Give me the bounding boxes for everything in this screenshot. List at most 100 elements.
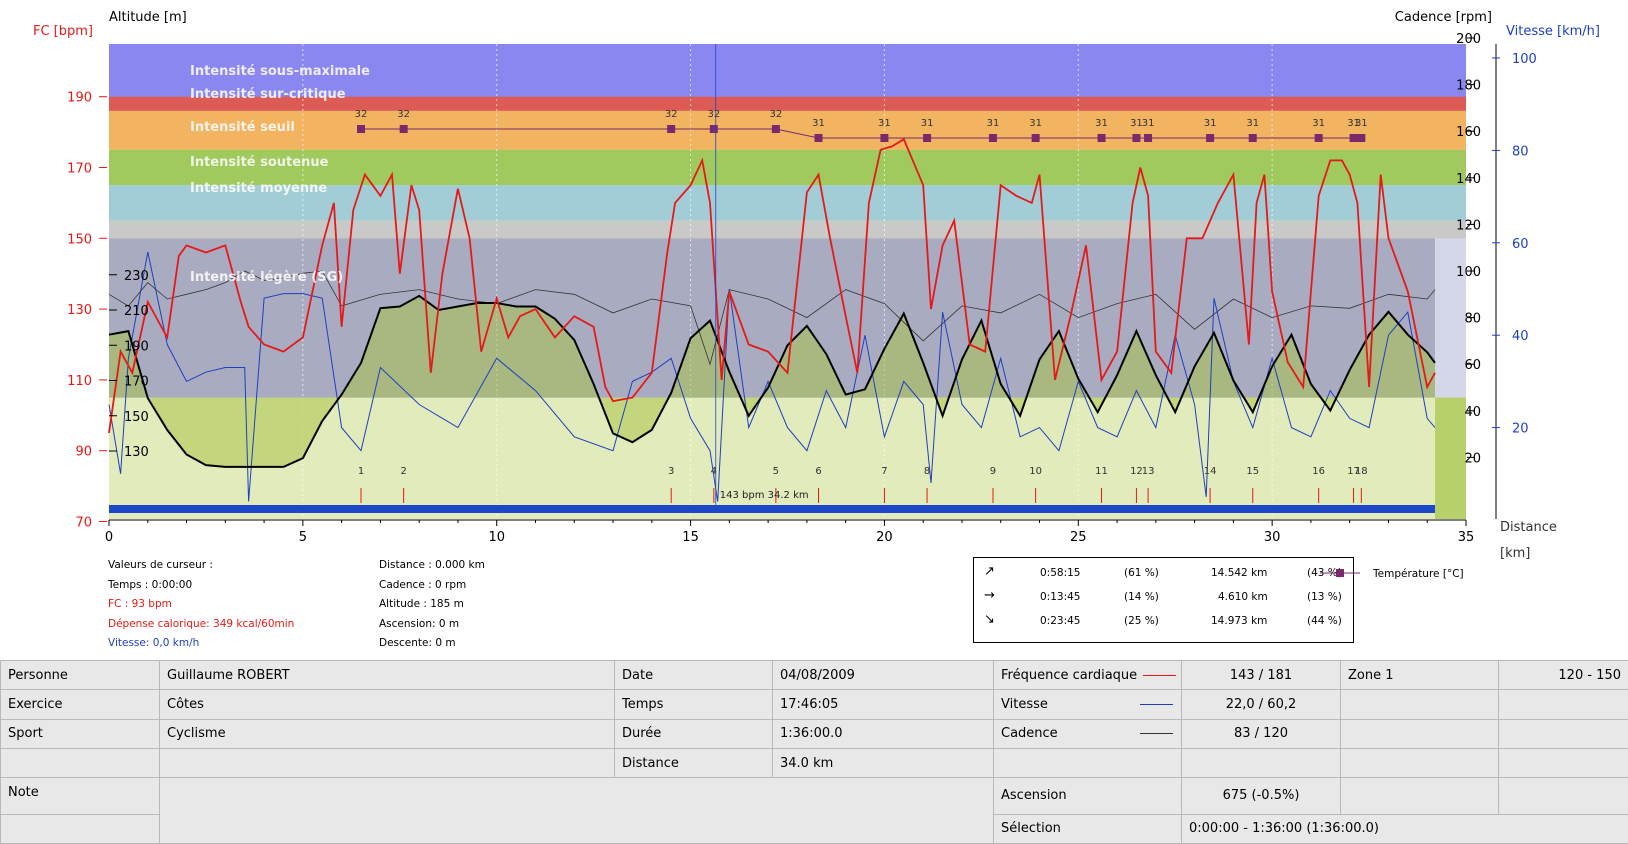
temperature-point	[1206, 134, 1215, 142]
temperature-label: 32	[665, 109, 678, 120]
fc-label: Fréquence cardiaque	[993, 659, 1182, 691]
cursor-time: Temps : 0:00:00	[108, 578, 193, 591]
altitude-tick-label: 190	[124, 339, 149, 354]
altitude-tick-label: 230	[124, 269, 149, 284]
vitesse-label: Vitesse	[993, 689, 1182, 720]
empty-cell	[0, 747, 160, 779]
temperature-point	[771, 125, 780, 133]
fc-tick-label: 130	[67, 303, 92, 318]
altitude-tick-label: 150	[124, 410, 149, 425]
temperature-point	[988, 134, 997, 142]
empty-cell	[1340, 747, 1499, 779]
end-area	[1434, 238, 1466, 398]
altitude-tick-label: 130	[124, 445, 149, 460]
zone-label: Intensité sous-maximale	[190, 64, 370, 79]
info-row: Sélection 0:00:00 - 1:36:00 (1:36:00.0)	[0, 813, 1628, 844]
cadence-tick-label: 180	[1456, 79, 1481, 94]
temperature-point	[1357, 134, 1366, 142]
distance-value: 34.0 km	[772, 747, 994, 779]
cadence-tick-label: 60	[1464, 358, 1481, 373]
training-chart[interactable]: 1 32 2 32 3 32 4 32 5 32 6 31 7 31 8 31 9 31 10 31 11 31 12 31 1…	[0, 0, 1628, 660]
empty-cell	[0, 813, 160, 844]
exercice-value: Côtes	[159, 689, 615, 720]
vitesse-label-text: Vitesse	[1001, 696, 1048, 712]
temperature-point	[880, 134, 889, 142]
note-value[interactable]	[159, 777, 994, 844]
vitesse-value: 22,0 / 60,2	[1181, 689, 1341, 720]
lap-label: 15	[1246, 466, 1259, 477]
speed-tick-label: 60	[1512, 237, 1529, 252]
cadence-tick-label: 100	[1456, 265, 1481, 280]
lap-label: 6	[815, 466, 821, 477]
sport-value: Cyclisme	[159, 718, 615, 749]
lap-label: 17	[1347, 466, 1360, 477]
info-row: Distance 34.0 km	[0, 747, 1628, 779]
speed-axis-title: Vitesse [km/h]	[1506, 24, 1600, 39]
x-tick-label: 15	[682, 530, 699, 545]
empty-cell	[993, 747, 1182, 779]
temperature-label: 31	[1246, 118, 1259, 129]
temperature-point	[667, 125, 676, 133]
lap-label: 10	[1029, 466, 1042, 477]
date-value: 04/08/2009	[772, 659, 994, 691]
fc-tick-label: 90	[75, 445, 92, 460]
cursor-distance: Distance : 0.000 km	[379, 559, 485, 571]
stats-distance-pct: (44 %)	[1307, 615, 1342, 627]
x-axis-unit: [km]	[1500, 546, 1530, 561]
lap-label: 5	[773, 466, 779, 477]
zone-label: Intensité soutenue	[190, 155, 329, 170]
temperature-point	[923, 134, 932, 142]
cursor-calories: Dépense calorique: 349 kcal/60min	[108, 617, 295, 630]
stats-time-pct: (61 %)	[1124, 567, 1159, 579]
lap-label: 9	[990, 466, 996, 477]
duree-label: Durée	[614, 718, 773, 749]
cadence-tick-label: 40	[1464, 405, 1481, 420]
cadence-label: Cadence	[993, 718, 1182, 749]
lap-label: 11	[1095, 466, 1108, 477]
speed-tick-label: 80	[1512, 144, 1529, 159]
exercice-label: Exercice	[0, 689, 160, 720]
temperature-label: 31	[1095, 118, 1108, 129]
note-label: Note	[0, 777, 160, 815]
zone-label: Zone 1	[1340, 659, 1499, 691]
temperature-point	[814, 134, 823, 142]
temperature-point	[709, 125, 718, 133]
temperature-point	[399, 125, 408, 133]
empty-cell	[1498, 689, 1628, 720]
temperature-label: 31	[987, 118, 1000, 129]
lap-label: 2	[400, 466, 406, 477]
distance-bar	[109, 505, 1435, 513]
temps-label: Temps	[614, 689, 773, 720]
arrow-down-right-icon: ↘	[984, 612, 995, 627]
temperature-label: 31	[1355, 118, 1368, 129]
speed-line	[108, 251, 1436, 502]
stats-time-pct: (25 %)	[1124, 615, 1159, 627]
temperature-label: 31	[1142, 118, 1155, 129]
x-tick-label: 35	[1458, 530, 1475, 545]
fc-tick-label: 70	[75, 516, 92, 531]
fc-label-text: Fréquence cardiaque	[1001, 667, 1138, 683]
ascension-label: Ascension	[993, 777, 1182, 815]
cursor-ascent: Ascension: 0 m	[379, 617, 460, 630]
lap-label: 7	[881, 466, 887, 477]
heart-rate-line	[108, 137, 1436, 434]
cadence-swatch	[1139, 733, 1173, 735]
cursor-marker-label: 143 bpm 34.2 km	[720, 490, 809, 501]
arrow-up-right-icon: ↗	[984, 564, 995, 579]
cadence-tick-label: 20	[1464, 451, 1481, 466]
fc-swatch	[1143, 674, 1177, 676]
lap-label: 12	[1130, 466, 1143, 477]
cursor-fc: FC : 93 bpm	[108, 598, 172, 610]
temperature-label: 32	[707, 109, 720, 120]
x-axis-label: Distance	[1500, 520, 1557, 535]
fc-value: 143 / 181	[1181, 659, 1341, 691]
x-tick-label: 5	[299, 530, 307, 545]
temperature-point	[357, 125, 366, 133]
cadence-line	[108, 270, 1436, 366]
cursor-cadence: Cadence : 0 rpm	[379, 578, 467, 591]
lap-label: 1	[358, 466, 364, 477]
empty-cell	[1340, 718, 1499, 749]
ascension-value: 675 (-0.5%)	[1181, 777, 1341, 815]
chart-area[interactable]: 1 32 2 32 3 32 4 32 5 32 6 31 7 31 8 31 9 31 10 31 11 31 12 31 1…	[0, 0, 1628, 660]
cursor-descent: Descente: 0 m	[379, 637, 456, 649]
